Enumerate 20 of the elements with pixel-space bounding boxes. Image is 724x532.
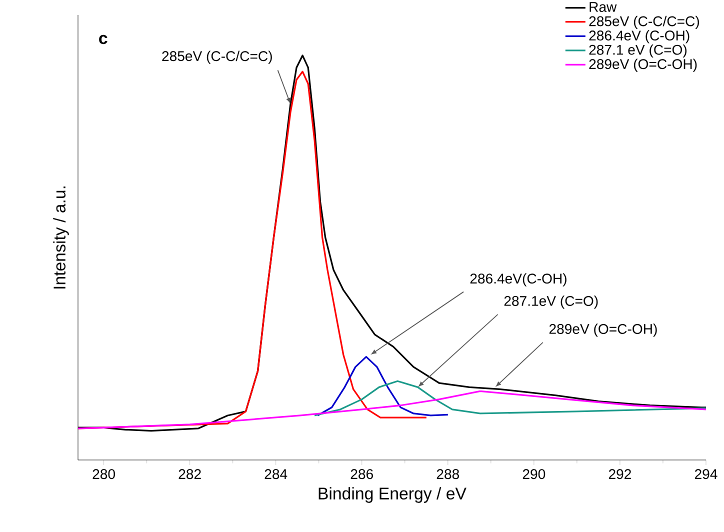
y-axis-title: Intensity / a.u. (53, 186, 69, 288)
annotation: 285eV (C-C/C=C) (162, 50, 272, 64)
x-axis-title: Binding Energy / eV (318, 487, 466, 503)
x-tick-label: 280 (92, 469, 115, 480)
x-tick-label: 286 (350, 469, 373, 480)
x-tick-label: 294 (694, 469, 718, 480)
legend-label: 286.4eV (C-OH) (589, 30, 690, 44)
x-tick-label: 284 (264, 469, 288, 480)
annotation: 289eV (O=C-OH) (549, 324, 657, 337)
x-tick-label: 290 (522, 469, 546, 480)
text: c (99, 34, 108, 44)
x-tick-label: 292 (608, 469, 631, 480)
annotation: 287.1eV (C=O) (504, 296, 598, 309)
legend-label: 287.1 eV (C=O) (589, 44, 687, 58)
annotation: 286.4eV(C-OH) (470, 273, 566, 286)
legend-label: 285eV (C-C/C=C) (589, 16, 699, 29)
legend-label: Raw (590, 2, 617, 12)
x-tick-label: 282 (178, 469, 201, 480)
legend-label: 289eV (O=C-OH) (589, 58, 697, 72)
x-tick-label: 288 (436, 469, 460, 480)
